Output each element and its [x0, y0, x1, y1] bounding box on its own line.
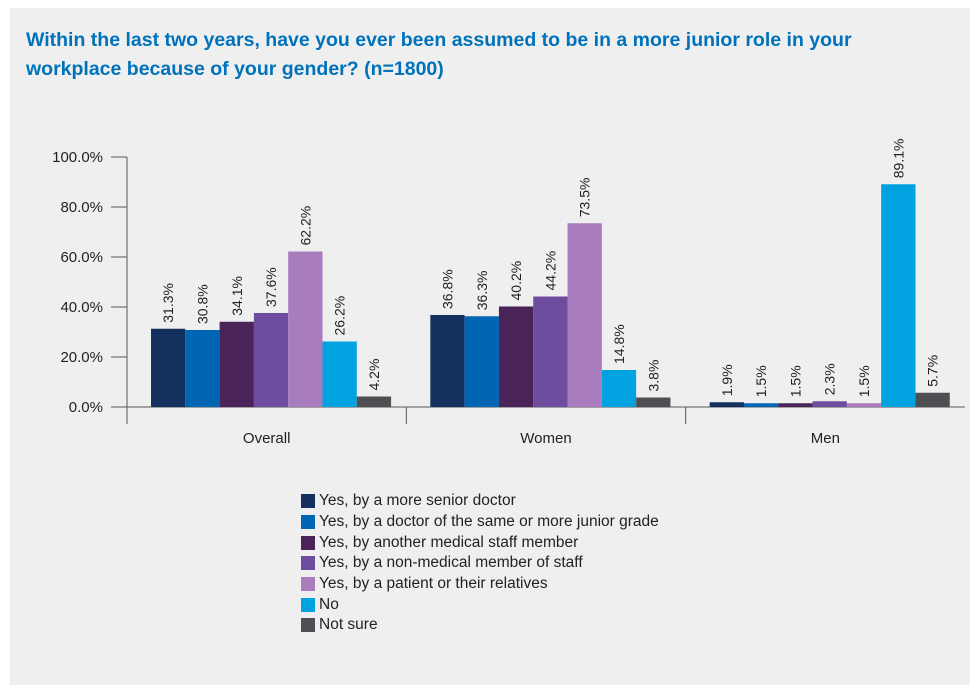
- legend-swatch: [301, 577, 315, 592]
- y-tick-label: 80.0%: [60, 199, 103, 216]
- legend-label: Not sure: [319, 616, 378, 634]
- bar: [185, 330, 220, 407]
- legend-swatch: [301, 515, 315, 530]
- legend-item: Yes, by a doctor of the same or more jun…: [301, 512, 659, 533]
- bar: [288, 251, 323, 407]
- legend-label: Yes, by a patient or their relatives: [319, 575, 548, 593]
- category-label: Women: [520, 430, 571, 447]
- data-label: 26.2%: [332, 296, 348, 336]
- bar: [881, 184, 916, 407]
- bar: [601, 370, 637, 407]
- legend-swatch: [301, 618, 315, 633]
- chart-title: Within the last two years, have you ever…: [26, 29, 852, 80]
- bar: [356, 396, 392, 407]
- bar: [567, 223, 602, 407]
- bar: [778, 403, 813, 407]
- legend-label: No: [319, 595, 339, 613]
- y-tick-label: 0.0%: [69, 399, 103, 416]
- legend-item: Yes, by a non-medical member of staff: [301, 553, 659, 574]
- data-label: 34.1%: [229, 276, 245, 316]
- bar: [464, 316, 499, 407]
- data-label: 36.8%: [439, 269, 455, 309]
- bar: [322, 341, 357, 407]
- data-label: 3.8%: [645, 360, 661, 392]
- chart-legend: Yes, by a more senior doctor Yes, by a do…: [301, 491, 659, 636]
- data-label: 1.5%: [753, 365, 769, 397]
- bar: [533, 296, 568, 407]
- legend-item: Yes, by another medical staff member: [301, 532, 659, 553]
- data-label: 37.6%: [263, 267, 279, 307]
- data-label: 40.2%: [508, 261, 524, 301]
- data-label: 36.3%: [474, 271, 490, 311]
- category-label: Overall: [243, 430, 291, 447]
- data-label: 62.2%: [297, 206, 313, 246]
- data-label: 1.9%: [719, 364, 735, 396]
- legend-item: Yes, by a more senior doctor: [301, 491, 659, 512]
- data-label: 73.5%: [577, 178, 593, 218]
- legend-item: No: [301, 594, 659, 615]
- data-label: 14.8%: [611, 324, 627, 364]
- bar: [915, 392, 950, 407]
- bar: [743, 403, 779, 407]
- bar: [636, 397, 671, 407]
- bar: [151, 328, 186, 407]
- category-label: Men: [811, 430, 840, 447]
- legend-swatch: [301, 494, 315, 509]
- bar: [253, 313, 289, 407]
- legend-label: Yes, by a more senior doctor: [319, 492, 516, 510]
- y-tick-label: 40.0%: [60, 299, 103, 316]
- legend-label: Yes, by a non-medical member of staff: [319, 554, 583, 572]
- y-tick-label: 100.0%: [52, 149, 103, 166]
- bar: [709, 402, 744, 407]
- data-label: 44.2%: [542, 251, 558, 291]
- data-label: 2.3%: [822, 363, 838, 395]
- data-label: 30.8%: [194, 284, 210, 324]
- legend-item: Yes, by a patient or their relatives: [301, 574, 659, 595]
- bar: [846, 403, 882, 407]
- data-label: 31.3%: [160, 283, 176, 323]
- legend-item: Not sure: [301, 615, 659, 636]
- bar: [498, 306, 534, 407]
- legend-swatch: [301, 556, 315, 571]
- legend-label: Yes, by another medical staff member: [319, 533, 579, 551]
- legend-label: Yes, by a doctor of the same or more jun…: [319, 513, 659, 531]
- y-tick-label: 20.0%: [60, 349, 103, 366]
- y-tick-label: 60.0%: [60, 249, 103, 266]
- data-label: 1.5%: [856, 365, 872, 397]
- bar: [219, 321, 254, 407]
- legend-swatch: [301, 535, 315, 550]
- bar: [812, 401, 847, 407]
- data-label: 5.7%: [925, 355, 941, 387]
- data-label: 1.5%: [787, 365, 803, 397]
- bar: [430, 315, 465, 407]
- data-label: 89.1%: [890, 139, 906, 179]
- data-label: 4.2%: [366, 359, 382, 391]
- legend-swatch: [301, 597, 315, 612]
